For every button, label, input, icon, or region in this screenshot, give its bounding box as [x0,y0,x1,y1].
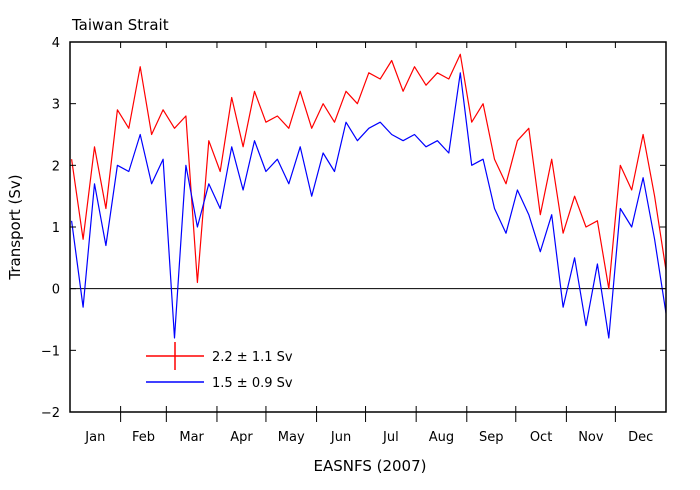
legend-label-2: 1.5 ± 0.9 Sv [212,376,293,391]
x-tick-label: Feb [132,430,155,445]
y-tick-label: 1 [52,221,60,236]
x-tick-label: Nov [578,430,604,445]
plot-area: −2 −1 0 1 2 3 4 Jan Feb Mar Apr May Jun Jul Aug Sep Oct N… [41,36,667,445]
x-tick-label: Jul [382,430,399,445]
legend-label-1: 2.2 ± 1.1 Sv [212,350,293,365]
y-tick-label: 4 [52,36,60,51]
y-tick-label: 0 [52,283,60,298]
x-tick-label: Mar [179,430,204,445]
y-tick-label: 2 [52,159,60,174]
x-tick-label: May [278,430,305,445]
x-axis-title: EASNFS (2007) [313,457,426,475]
y-tick-label: −1 [41,344,60,359]
x-tick-label: Apr [230,430,253,445]
y-tick-label: −2 [41,406,60,421]
series-line-1 [71,53,666,290]
x-tick-label: Oct [530,430,552,445]
x-tick-label: Sep [479,430,504,445]
x-tick-label: Aug [429,430,454,445]
x-tick-label: Dec [628,430,653,445]
series-line-2 [71,72,666,339]
chart-title: Taiwan Strait [71,16,169,34]
x-tick-label: Jun [330,430,351,445]
x-tick-label: Jan [84,430,105,445]
y-tick-label: 3 [52,98,60,113]
y-axis-title: Transport (Sv) [6,174,24,280]
